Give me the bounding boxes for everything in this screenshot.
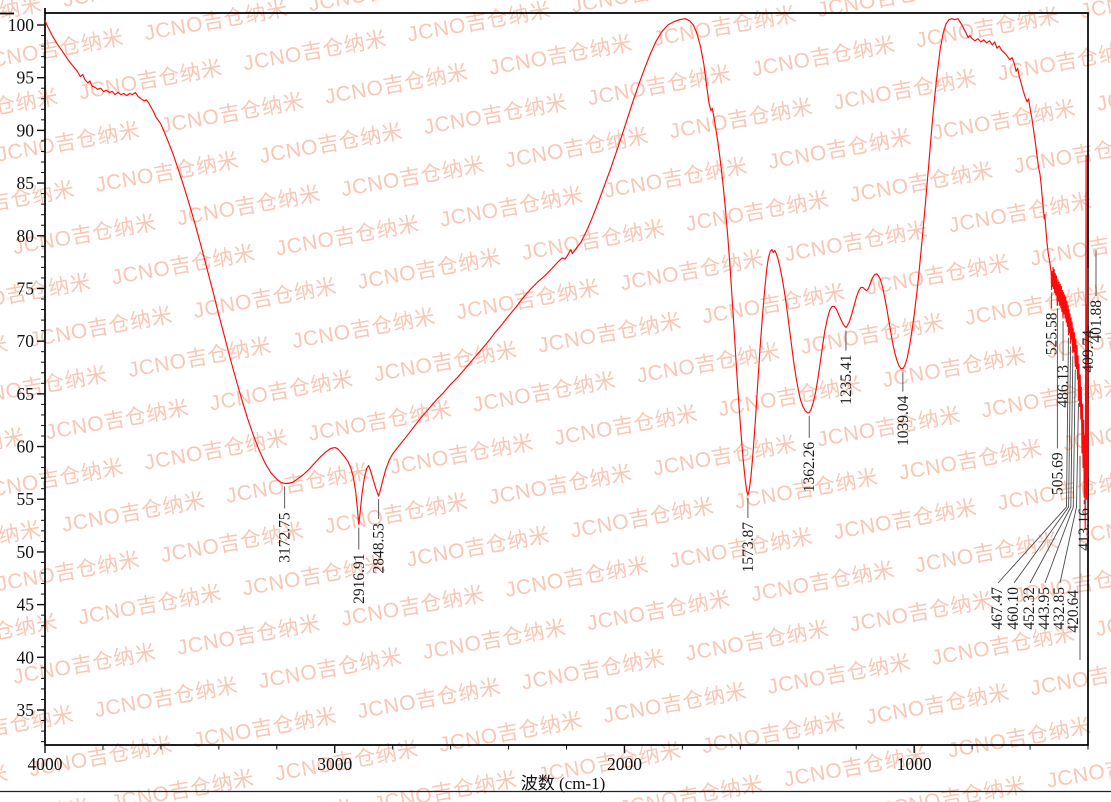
peak-leader-line — [997, 337, 1069, 584]
y-tick-label: 80 — [17, 226, 35, 246]
x-tick-label: 2000 — [607, 754, 642, 774]
y-tick-label: 85 — [17, 173, 35, 193]
y-tick-label: 60 — [17, 437, 35, 457]
peak-label: 432.85 — [1051, 587, 1068, 630]
peak-annotation-505.69: 505.69 — [1049, 308, 1066, 495]
peak-label: 505.69 — [1049, 452, 1066, 495]
x-tick-label: 3000 — [317, 754, 352, 774]
peak-annotation-1235.41: 1235.41 — [838, 330, 855, 405]
y-tick-label: 40 — [17, 647, 35, 667]
peak-label: 420.64 — [1065, 590, 1082, 633]
peak-annotation-420.64: 420.64 — [1065, 455, 1082, 660]
peak-annotation-2916.91: 2916.91 — [351, 527, 368, 604]
peak-leader-line — [1059, 403, 1079, 584]
peak-annotation-467.47: 467.47 — [989, 337, 1069, 630]
peak-label: 467.47 — [989, 587, 1006, 630]
x-tick-label: 4000 — [28, 754, 63, 774]
peak-annotation-432.85: 432.85 — [1051, 403, 1079, 630]
peak-label: 460.10 — [1005, 587, 1022, 630]
peak-annotation-1362.26: 1362.26 — [801, 415, 818, 493]
peak-label: 452.32 — [1021, 587, 1038, 630]
peak-annotation-1573.87: 1573.87 — [740, 498, 757, 572]
peak-annotation-401.88: 401.88 — [1088, 250, 1105, 343]
peak-label: 1235.41 — [838, 354, 855, 404]
plot-border — [44, 12, 1089, 746]
peak-label: 1573.87 — [740, 522, 757, 573]
peak-label: 413.16 — [1076, 508, 1093, 551]
peak-label: 525.58 — [1044, 312, 1061, 355]
y-tick-label: 50 — [17, 542, 35, 562]
peak-label: 1362.26 — [801, 442, 818, 493]
peak-annotation-443.95: 443.95 — [1036, 369, 1076, 630]
peak-leader-line — [1013, 346, 1072, 584]
peak-label: 443.95 — [1036, 587, 1053, 630]
y-tick-label: 55 — [17, 489, 35, 509]
peak-label: 401.88 — [1088, 300, 1105, 343]
peak-label: 1039.04 — [895, 395, 912, 446]
x-axis-ticks: 4000 3000 2000 1000 — [28, 745, 1089, 774]
peak-label: 3172.75 — [277, 512, 294, 563]
x-tick-label: 1000 — [897, 754, 932, 774]
y-tick-label: 100 — [8, 15, 35, 35]
peak-label: 2848.53 — [371, 523, 388, 574]
peak-annotation-3172.75: 3172.75 — [277, 486, 294, 563]
peak-label: 2916.91 — [351, 554, 368, 604]
spectrum-curve — [44, 18, 1089, 539]
y-tick-label: 90 — [17, 120, 35, 140]
peak-annotation-460.10: 460.10 — [1005, 346, 1072, 630]
peak-annotation-413.16: 413.16 — [1076, 500, 1093, 551]
peak-annotation-2848.53: 2848.53 — [371, 499, 388, 573]
peak-leader-line — [1044, 369, 1076, 584]
y-tick-label: 75 — [17, 278, 35, 298]
peak-annotation-1039.04: 1039.04 — [895, 371, 912, 446]
y-tick-label: 35 — [17, 700, 35, 720]
peak-annotation-409.74: 409.74 — [1080, 268, 1097, 373]
y-tick-label: 65 — [17, 384, 35, 404]
peak-annotation-525.58: 525.58 — [1044, 292, 1061, 355]
peak-leader-line — [1029, 355, 1074, 584]
x-axis-label: 波数 (cm-1) — [521, 774, 606, 793]
y-tick-label: 45 — [17, 595, 35, 615]
y-axis-ticks: 100 95 90 85 80 75 70 65 60 55 50 45 40 35 — [8, 15, 45, 743]
y-tick-label: 70 — [17, 331, 35, 351]
peak-annotation-452.32: 452.32 — [1021, 355, 1074, 630]
peak-label: 409.74 — [1080, 330, 1097, 373]
y-tick-label: 95 — [17, 68, 35, 88]
